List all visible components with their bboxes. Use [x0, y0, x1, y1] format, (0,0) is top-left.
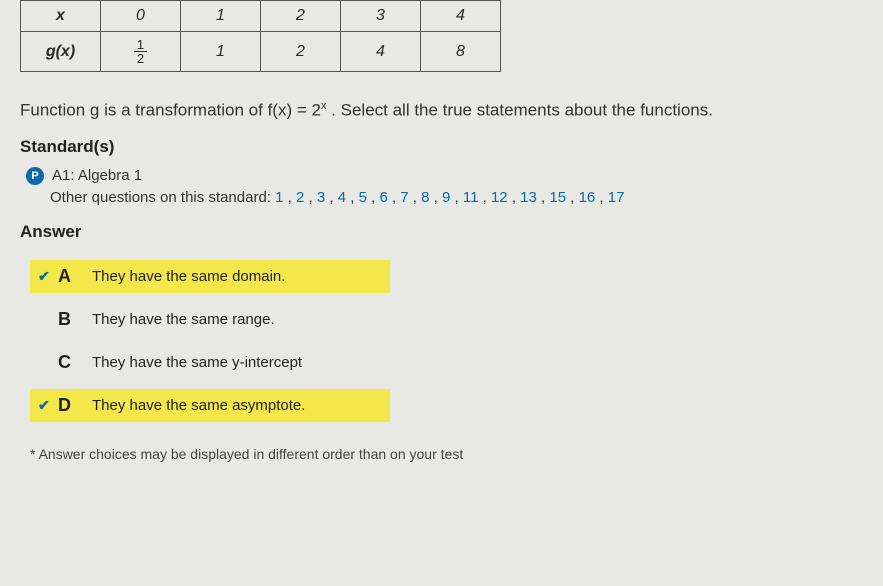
gx-val-3: 4: [341, 32, 421, 72]
standard-links: 1 , 2 , 3 , 4 , 5 , 6 , 7 , 8 , 9 , 11 ,…: [275, 189, 624, 206]
standard-link[interactable]: 5: [359, 189, 367, 206]
standard-link[interactable]: 17: [608, 189, 625, 206]
question-text: Function g is a transformation of f(x) =…: [20, 100, 863, 121]
gx-val-2: 2: [261, 32, 341, 72]
x-val-0: 0: [101, 1, 181, 32]
choice-text: They have the same asymptote.: [92, 397, 305, 414]
gx-val-4: 8: [421, 32, 501, 72]
answer-choices: ✔AThey have the same domain.BThey have t…: [30, 260, 863, 422]
standard-link[interactable]: 15: [549, 189, 566, 206]
row-header-gx: g(x): [21, 32, 101, 72]
answer-choice-d[interactable]: ✔DThey have the same asymptote.: [30, 389, 390, 422]
gx-val-1: 1: [181, 32, 261, 72]
standard-link[interactable]: 11: [463, 189, 479, 206]
standard-link[interactable]: 7: [400, 189, 408, 206]
standard-link[interactable]: 16: [579, 189, 596, 206]
standards-heading: Standard(s): [20, 137, 863, 157]
other-questions: Other questions on this standard: 1 , 2 …: [50, 189, 863, 206]
footnote: * Answer choices may be displayed in dif…: [30, 446, 863, 462]
choice-text: They have the same range.: [92, 311, 275, 328]
standard-link[interactable]: 12: [491, 189, 508, 206]
choice-letter: A: [58, 266, 92, 287]
choice-letter: B: [58, 309, 92, 330]
standard-row: P A1: Algebra 1: [26, 167, 863, 185]
standard-link[interactable]: 3: [317, 189, 325, 206]
standard-link[interactable]: 2: [296, 189, 304, 206]
answer-choice-a[interactable]: ✔AThey have the same domain.: [30, 260, 390, 293]
x-val-4: 4: [421, 1, 501, 32]
standard-link[interactable]: 9: [442, 189, 450, 206]
check-icon: ✔: [38, 397, 58, 414]
answer-choice-c[interactable]: CThey have the same y-intercept: [30, 346, 390, 379]
p-badge-icon: P: [26, 167, 44, 185]
row-header-x: x: [21, 1, 101, 32]
check-icon: ✔: [38, 268, 58, 285]
standard-link[interactable]: 8: [421, 189, 429, 206]
choice-text: They have the same y-intercept: [92, 354, 302, 371]
standard-link[interactable]: 6: [379, 189, 387, 206]
standard-link[interactable]: 13: [520, 189, 537, 206]
x-val-2: 2: [261, 1, 341, 32]
function-table: x 0 1 2 3 4 g(x) 1 2 1 2 4 8: [20, 0, 501, 72]
choice-letter: C: [58, 352, 92, 373]
gx-val-0: 1 2: [101, 32, 181, 72]
answer-choice-b[interactable]: BThey have the same range.: [30, 303, 390, 336]
standard-link[interactable]: 4: [338, 189, 346, 206]
standard-name: A1: Algebra 1: [52, 167, 142, 184]
choice-letter: D: [58, 395, 92, 416]
x-val-1: 1: [181, 1, 261, 32]
standard-link[interactable]: 1: [275, 189, 283, 206]
x-val-3: 3: [341, 1, 421, 32]
answer-heading: Answer: [20, 222, 863, 242]
choice-text: They have the same domain.: [92, 268, 285, 285]
